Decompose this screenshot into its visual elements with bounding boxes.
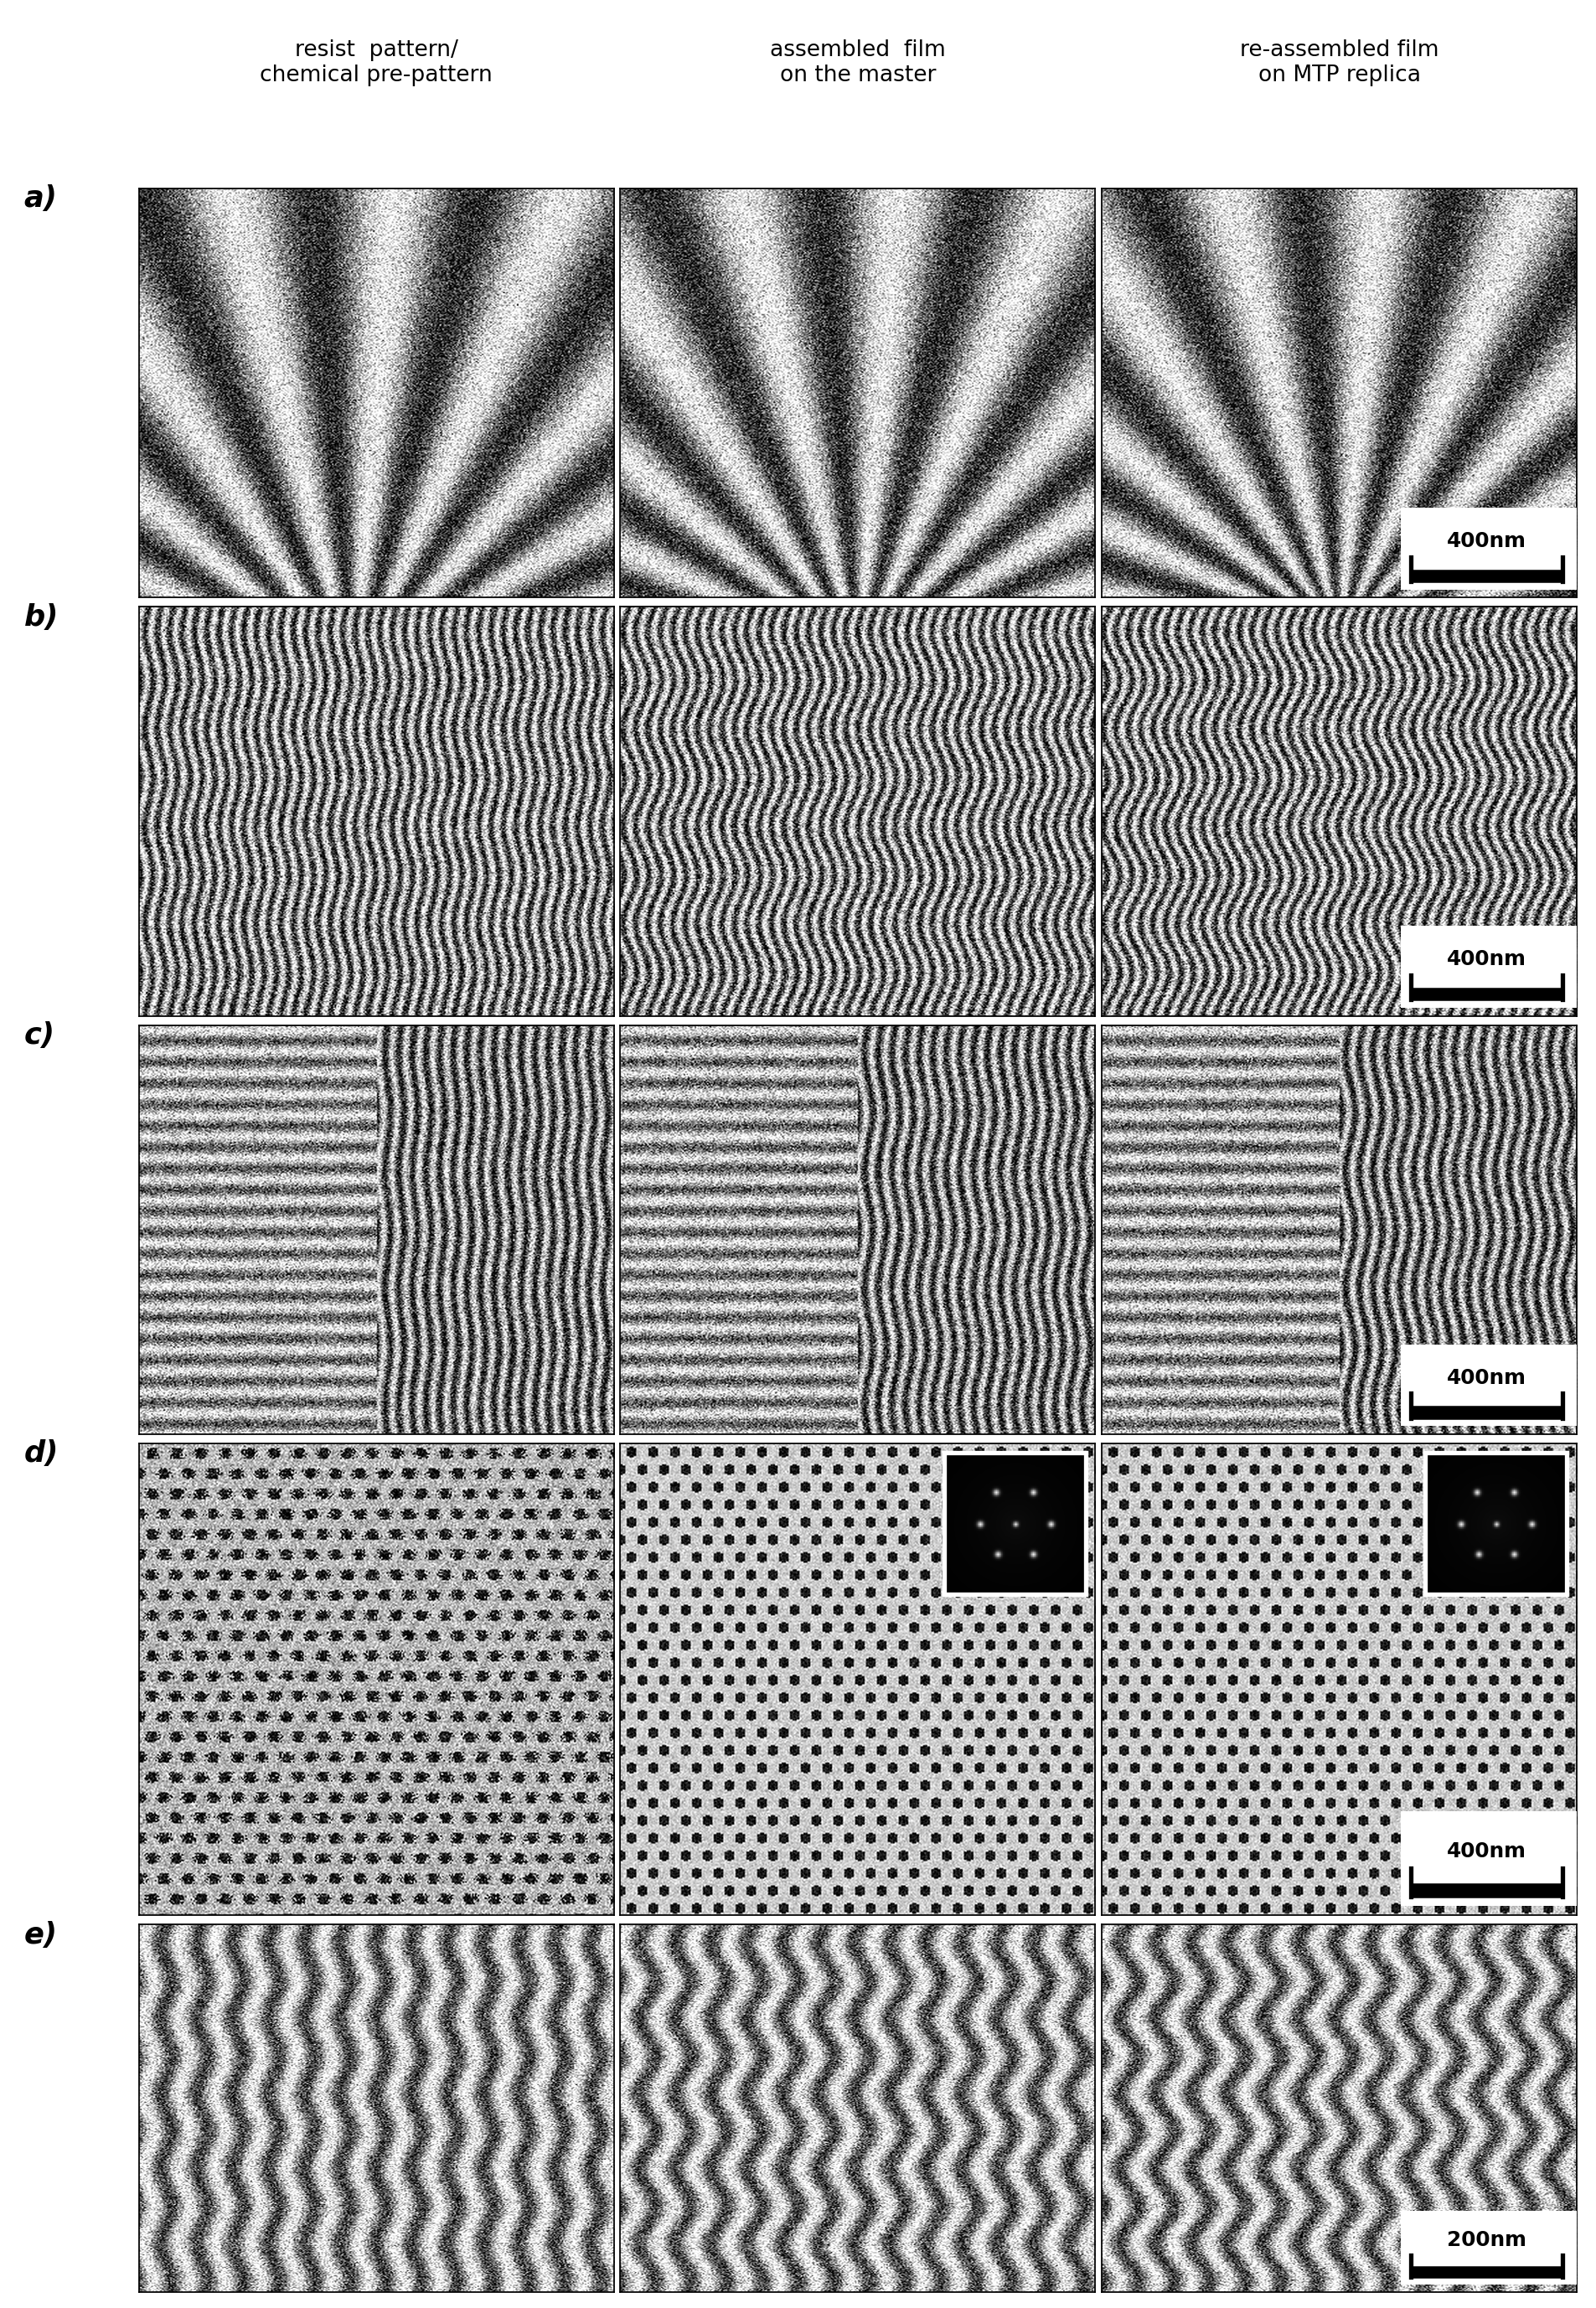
Text: c): c) [24,1020,54,1050]
Text: d): d) [24,1440,59,1468]
Text: resist  pattern/
chemical pre-pattern: resist pattern/ chemical pre-pattern [260,39,493,85]
Bar [1411,990,1562,999]
Bar [1401,1346,1586,1426]
Bar [1401,926,1586,1009]
Text: 400nm: 400nm [1448,1842,1526,1860]
Text: 200nm: 200nm [1448,2230,1526,2250]
Text: assembled  film
on the master: assembled film on the master [769,39,946,85]
Text: e): e) [24,1920,57,1948]
Text: 400nm: 400nm [1448,949,1526,969]
Bar [1411,572,1562,582]
Bar [1401,508,1586,591]
Text: b): b) [24,602,59,632]
Text: a): a) [24,185,57,212]
Bar [1411,1408,1562,1417]
Text: 400nm: 400nm [1448,531,1526,552]
Bar [1401,2211,1586,2285]
Bar [1411,2269,1562,2278]
Text: 400nm: 400nm [1448,1366,1526,1387]
Bar [1401,1812,1586,1906]
Bar [1411,1886,1562,1897]
Text: re-assembled film
on MTP replica: re-assembled film on MTP replica [1240,39,1440,85]
